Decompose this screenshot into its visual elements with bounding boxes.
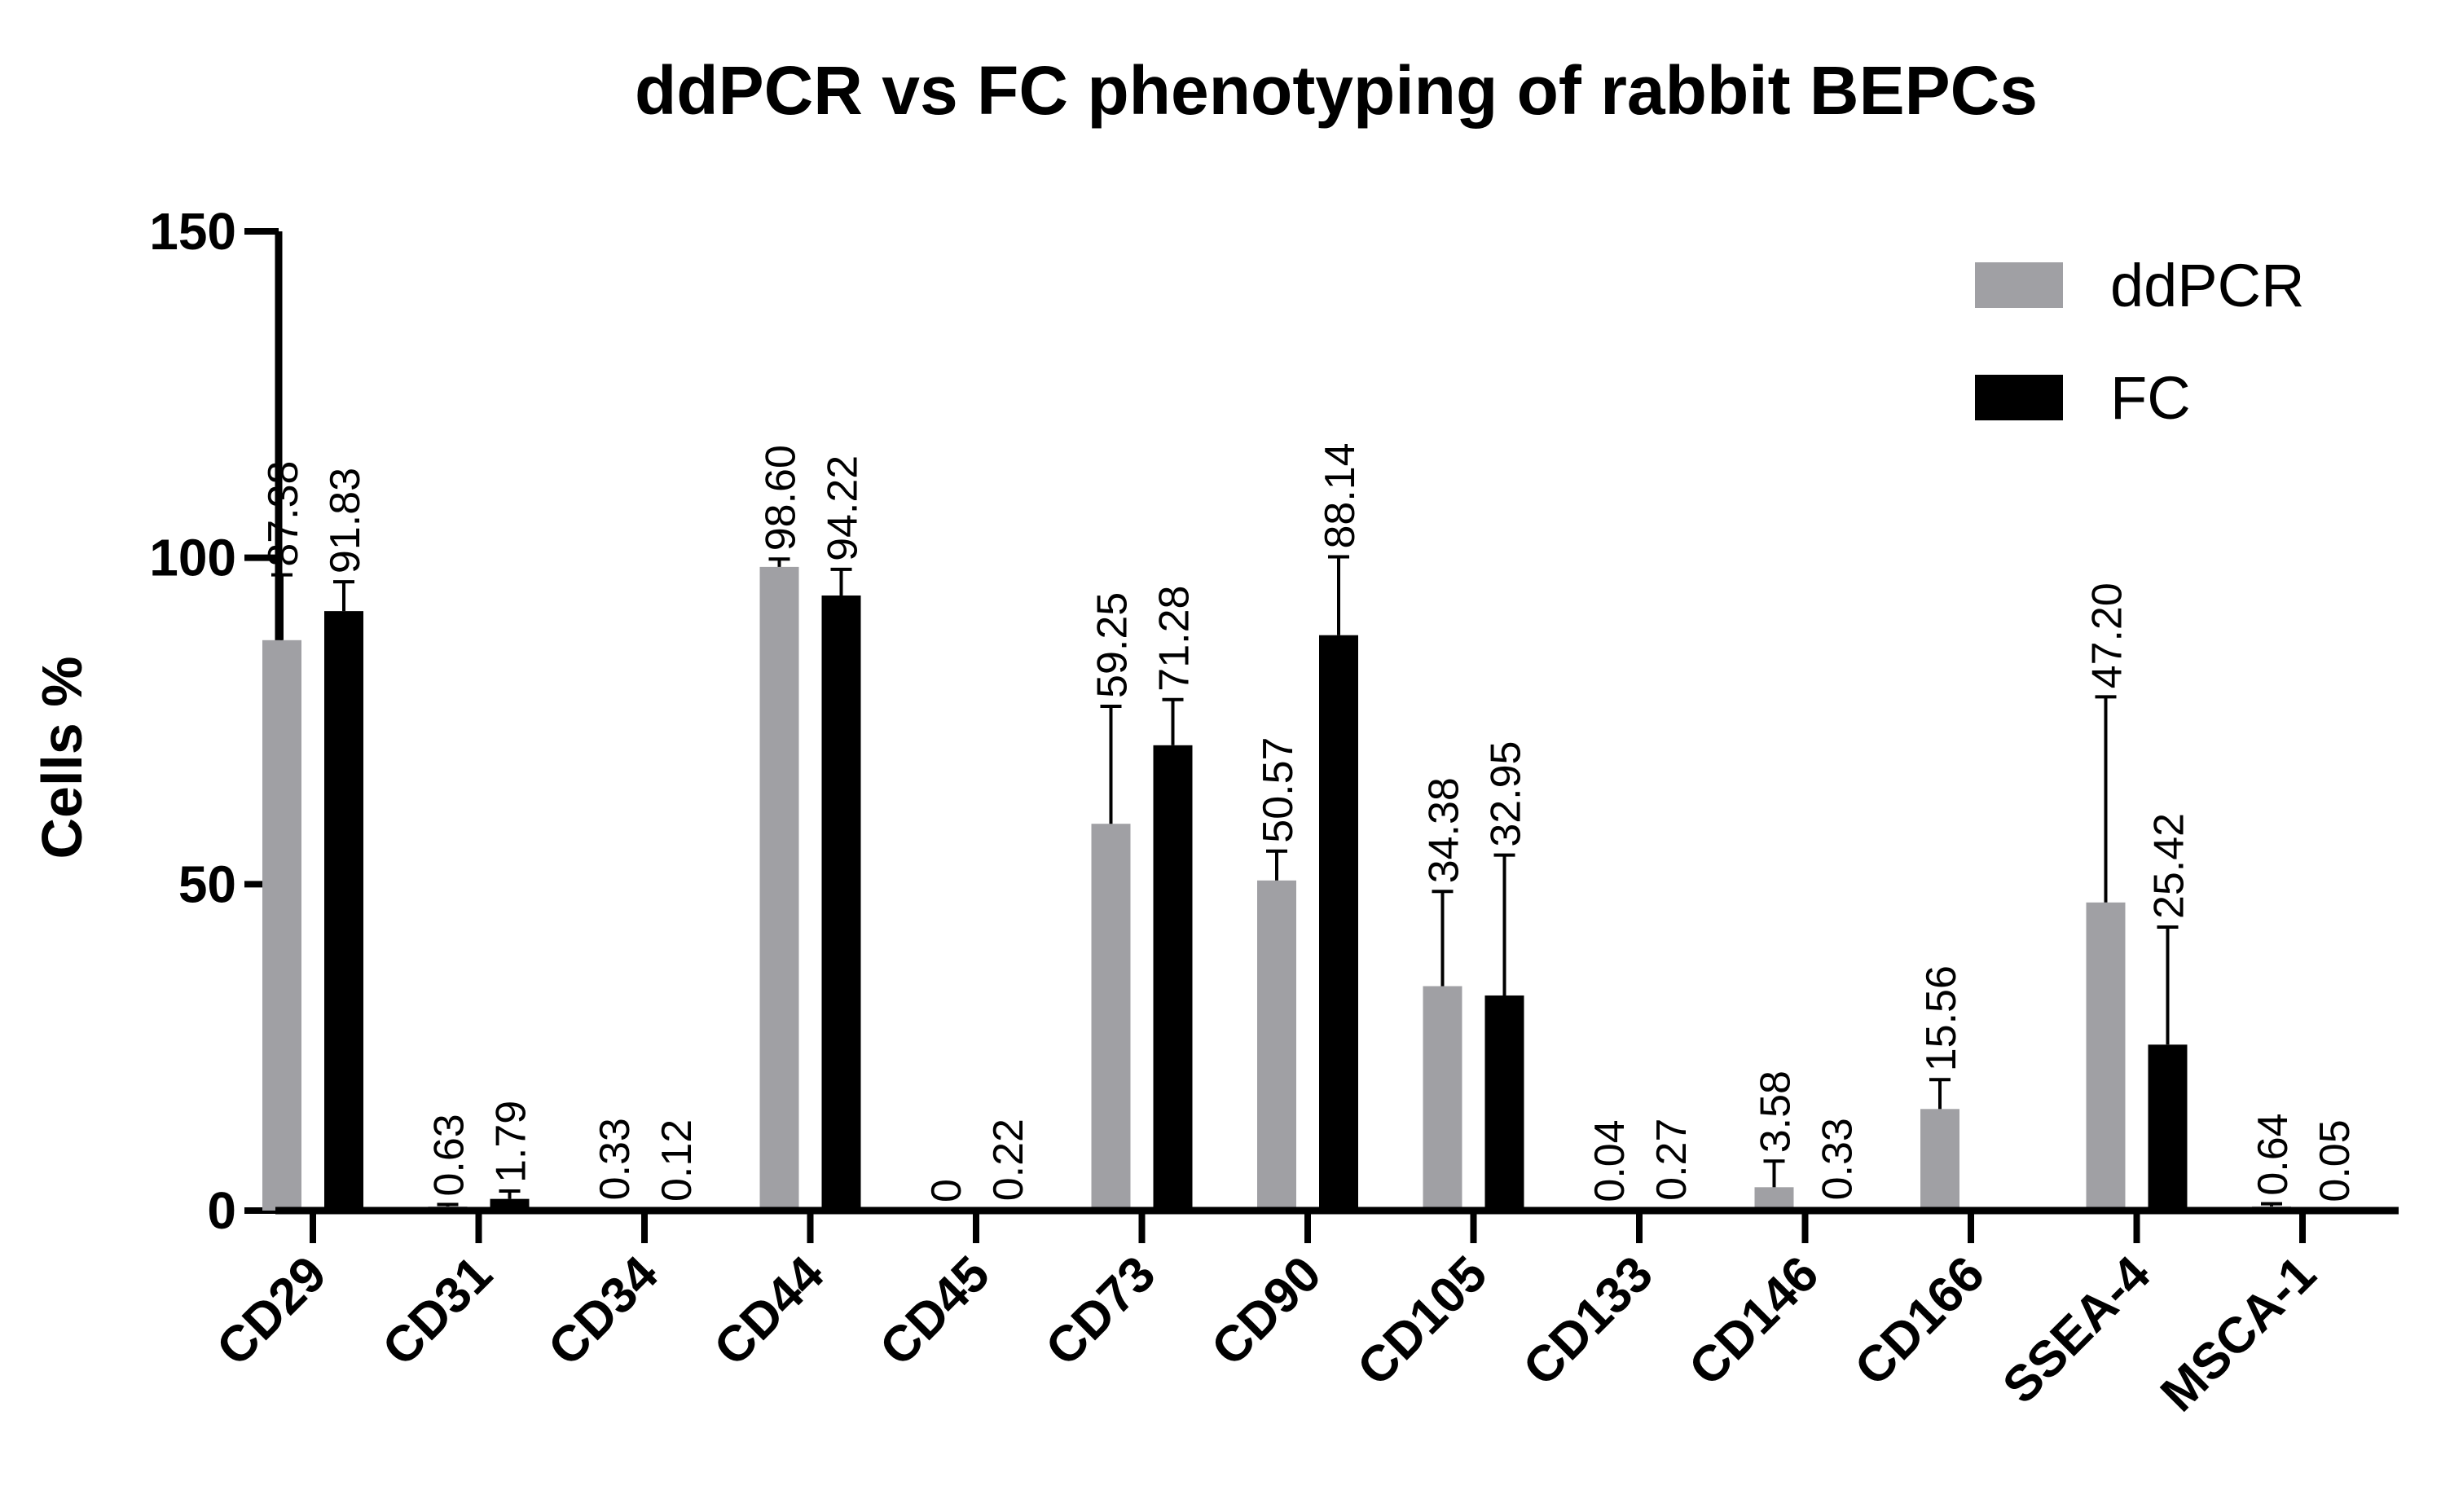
bar-ddpcr (1754, 1187, 1794, 1211)
bar-ddpcr (2086, 902, 2126, 1211)
x-tick-label: CD44 (704, 1246, 835, 1377)
data-label: 47.20 (2084, 582, 2131, 688)
data-label: 0.05 (2311, 1119, 2359, 1202)
data-label: 0 (923, 1179, 970, 1202)
data-label: 59.25 (1089, 592, 1137, 698)
data-label: 87.38 (260, 461, 307, 567)
bar-fc (1484, 995, 1524, 1211)
x-tick-label: CD29 (206, 1246, 337, 1377)
data-label: 34.38 (1421, 777, 1468, 883)
data-label: 0.63 (426, 1114, 473, 1196)
legend: ddPCR FC (1975, 252, 2305, 432)
x-tick-label: CD73 (1036, 1246, 1167, 1377)
data-label: 25.42 (2146, 813, 2193, 919)
data-label: 0.04 (1586, 1119, 1634, 1202)
legend-label-fc: FC (2110, 364, 2191, 432)
data-label: 98.60 (758, 445, 805, 551)
data-label: 3.58 (1753, 1070, 1800, 1153)
bar-ddpcr (262, 640, 301, 1211)
data-label: 94.22 (820, 455, 867, 561)
x-tick-label: CD146 (1678, 1246, 1829, 1396)
data-label: 88.14 (1317, 442, 1364, 548)
data-label: 0.12 (653, 1119, 701, 1202)
data-label: 0.33 (592, 1118, 639, 1200)
legend-label-ddpcr: ddPCR (2110, 252, 2305, 319)
x-tick-label: CD34 (538, 1246, 669, 1377)
bar-fc (1153, 745, 1193, 1211)
data-label: 0.64 (2250, 1113, 2297, 1195)
bar-ddpcr (1423, 986, 1462, 1211)
x-tick-label: MSCA-1 (2150, 1246, 2327, 1422)
bar-fc (324, 611, 363, 1211)
y-tick-label: 0 (207, 1181, 236, 1240)
x-tick-label: CD31 (372, 1246, 504, 1377)
data-label: 1.79 (488, 1101, 535, 1183)
data-label: 0.27 (1648, 1119, 1696, 1201)
y-tick-label: 50 (178, 855, 236, 913)
x-tick-label: CD45 (869, 1246, 1001, 1377)
bar-ddpcr (1091, 824, 1131, 1211)
y-tick-label: 150 (149, 202, 236, 261)
data-label: 91.83 (322, 468, 369, 574)
data-label: 50.57 (1255, 737, 1302, 843)
x-tick-label: CD90 (1201, 1246, 1332, 1377)
bar-ddpcr (1920, 1109, 1959, 1211)
data-label: 32.95 (1483, 741, 1530, 847)
bar-ddpcr (759, 566, 799, 1211)
x-tick-label: SSEA-4 (1992, 1246, 2162, 1415)
legend-swatch-ddpcr (1975, 262, 2063, 308)
data-label: 15.56 (1918, 965, 1965, 1071)
bar-fc (821, 595, 861, 1211)
data-label: 71.28 (1151, 586, 1199, 692)
bar-fc (1319, 635, 1358, 1211)
bar-fc (2148, 1044, 2188, 1211)
y-tick-label: 100 (149, 529, 236, 587)
legend-swatch-fc (1975, 375, 2063, 420)
x-tick-label: CD166 (1845, 1246, 1995, 1396)
data-label: 0.22 (985, 1119, 1032, 1201)
y-axis-label: Cells % (30, 657, 94, 859)
bar-ddpcr (1257, 880, 1296, 1211)
x-tick-label: CD133 (1513, 1246, 1664, 1396)
chart-title: ddPCR vs FC phenotyping of rabbit BEPCs (635, 52, 2038, 129)
x-tick-label: CD105 (1347, 1246, 1498, 1396)
data-label: 0.33 (1814, 1118, 1862, 1200)
